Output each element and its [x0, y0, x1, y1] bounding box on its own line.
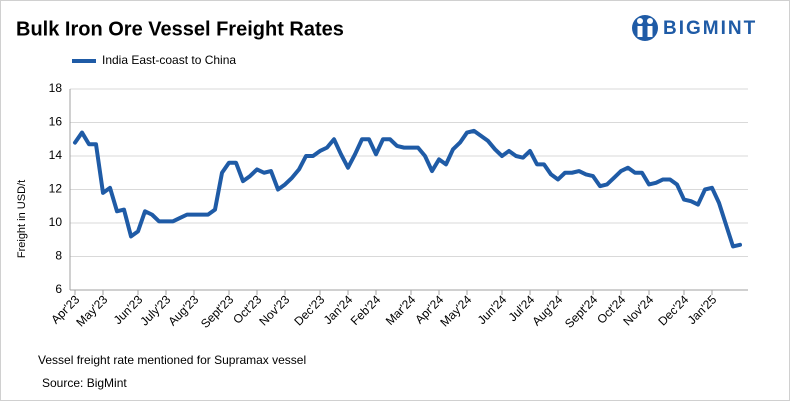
legend-label: India East-coast to China	[102, 53, 236, 67]
brand: BIGMINT	[663, 18, 757, 39]
y-tick-label: 14	[49, 148, 63, 162]
y-tick-label: 8	[55, 249, 62, 263]
logo-icon	[632, 15, 658, 41]
y-axis-label: Freight in USD/t	[16, 180, 28, 258]
data-line	[73, 128, 742, 249]
y-tick-label: 18	[49, 81, 63, 95]
note: Vessel freight rate mentioned for Supram…	[38, 353, 306, 367]
y-tick-label: 10	[49, 215, 63, 229]
y-tick-label: 6	[55, 282, 62, 296]
y-tick-label: 12	[49, 182, 63, 196]
source: Source: BigMint	[42, 376, 127, 390]
chart-title: Bulk Iron Ore Vessel Freight Rates	[16, 18, 344, 40]
y-tick-label: 16	[49, 115, 63, 129]
